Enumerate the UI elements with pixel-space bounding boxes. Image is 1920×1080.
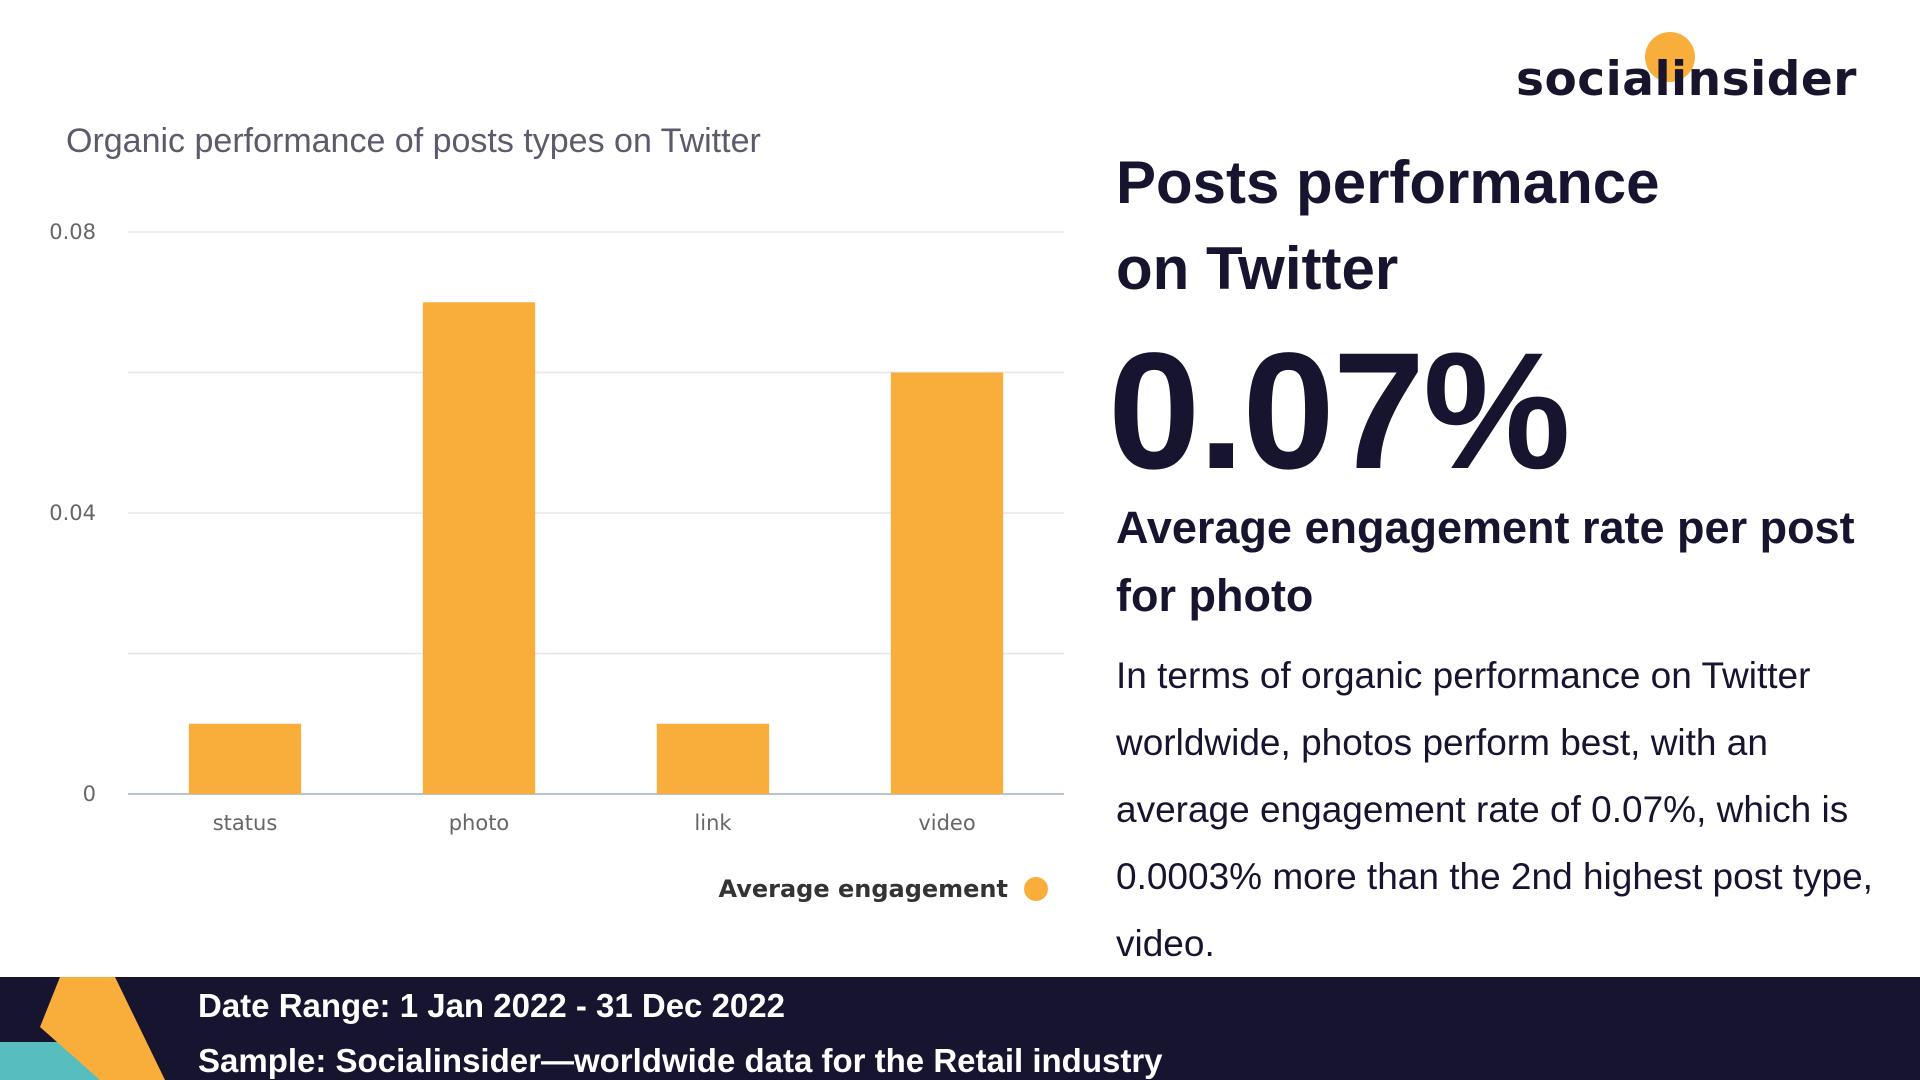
- x-tick-label: status: [213, 811, 278, 835]
- x-axis-ticks: status photo link video: [213, 811, 976, 835]
- y-tick-label: 0: [83, 782, 96, 806]
- y-axis-ticks: 0 0.04 0.08: [49, 220, 96, 806]
- bar-chart: 0 0.04 0.08 status photo link video: [49, 220, 1064, 835]
- socialinsider-logo: socialinsider: [1510, 30, 1856, 110]
- stat-label-line-1: Average engagement rate per post: [1116, 502, 1855, 553]
- footer-decoration-icon: [0, 977, 165, 1080]
- y-tick-label: 0.08: [49, 220, 96, 244]
- x-tick-label: photo: [449, 811, 510, 835]
- legend-label: Average engagement: [718, 875, 1008, 903]
- bar-status: [188, 723, 302, 794]
- x-tick-label: video: [918, 811, 975, 835]
- legend-swatch-icon: [1024, 877, 1048, 901]
- stat-label: Average engagement rate per post for pho…: [1116, 494, 1906, 630]
- headline: Posts performance on Twitter: [1116, 140, 1876, 312]
- stat-label-line-2: for photo: [1116, 570, 1314, 621]
- bar-video: [890, 372, 1004, 794]
- chart-legend: Average engagement: [718, 872, 1048, 906]
- x-tick-label: link: [694, 811, 732, 835]
- logo-dot-icon: [1645, 32, 1695, 82]
- bar-photo: [422, 302, 536, 794]
- logo-text: socialinsider: [1516, 52, 1857, 107]
- footer-date-range: Date Range: 1 Jan 2022 - 31 Dec 2022: [198, 987, 785, 1024]
- headline-line-2: on Twitter: [1116, 235, 1399, 302]
- footer-sample: Sample: Socialinsider—worldwide data for…: [198, 1042, 1163, 1079]
- footer-bar: Date Range: 1 Jan 2022 - 31 Dec 2022 Sam…: [0, 977, 1920, 1080]
- headline-line-1: Posts performance: [1116, 149, 1660, 216]
- y-tick-label: 0.04: [49, 501, 96, 525]
- chart-title: Organic performance of posts types on Tw…: [66, 122, 761, 160]
- bar-link: [656, 723, 770, 794]
- description-text: In terms of organic performance on Twitt…: [1116, 655, 1873, 964]
- chart-bars: [188, 302, 1004, 794]
- big-stat-value: 0.07%: [1108, 319, 1571, 504]
